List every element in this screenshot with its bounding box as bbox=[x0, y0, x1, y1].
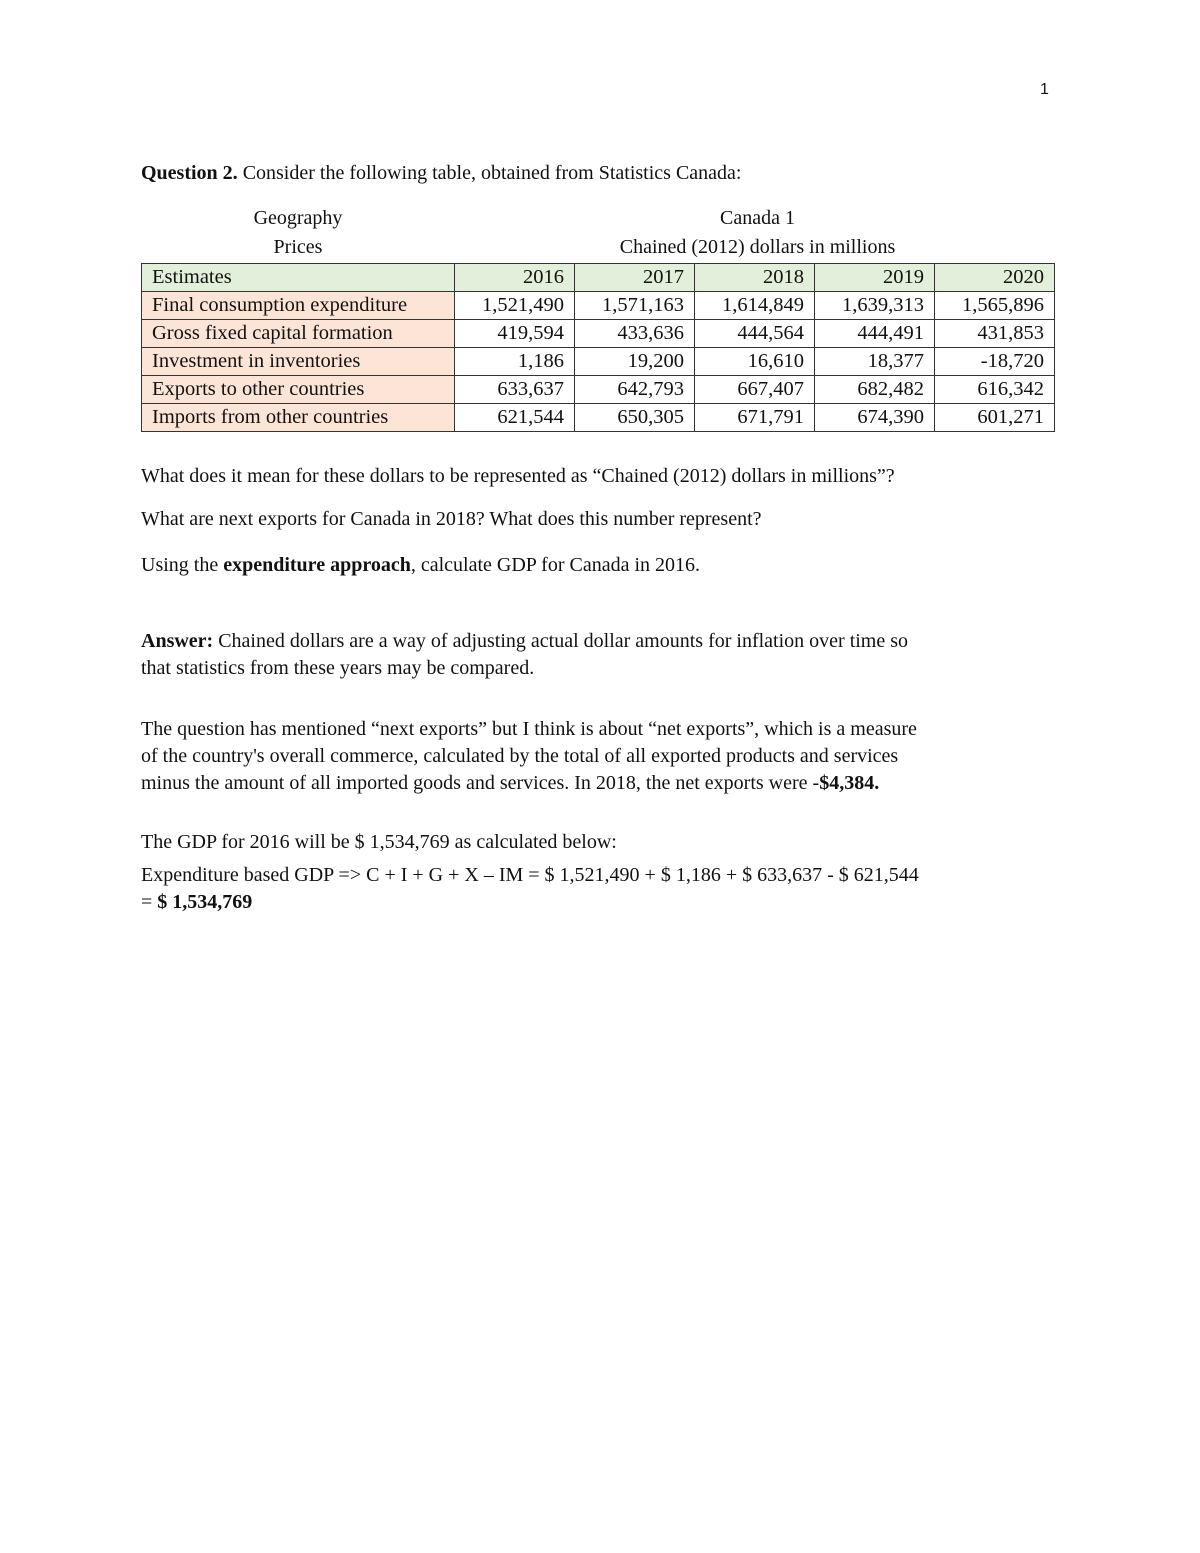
page-number: 1 bbox=[1040, 81, 1049, 98]
table-row: Final consumption expenditure 1,521,490 1,… bbox=[141, 291, 1055, 320]
row-label-cell: Investment in inventories bbox=[141, 347, 455, 376]
row-label-cell: Exports to other countries bbox=[141, 375, 455, 404]
net-exports-value: $4,384. bbox=[819, 772, 880, 794]
row-label-cell: Gross fixed capital formation bbox=[141, 319, 455, 348]
value-cell: -18,720 bbox=[934, 347, 1055, 376]
value-cell: 650,305 bbox=[574, 403, 695, 432]
p3-eq: = bbox=[141, 891, 158, 913]
value-cell: 671,791 bbox=[694, 403, 815, 432]
value-cell: 433,636 bbox=[574, 319, 695, 348]
q3-pre: Using the bbox=[141, 554, 224, 576]
prices-value: Chained (2012) dollars in millions bbox=[619, 236, 896, 258]
question-heading: Question 2. Consider the following table… bbox=[141, 160, 741, 187]
p2-text: minus the amount of all imported goods a… bbox=[141, 772, 820, 794]
question-3: Using the expenditure approach, calculat… bbox=[141, 552, 700, 579]
value-cell: 444,491 bbox=[814, 319, 935, 348]
value-cell: 431,853 bbox=[934, 319, 1055, 348]
value-cell: 1,521,490 bbox=[454, 291, 575, 320]
header-cell: 2018 bbox=[694, 263, 815, 292]
geography-value: Canada 1 bbox=[720, 207, 795, 229]
value-cell: 1,571,163 bbox=[574, 291, 695, 320]
value-cell: 642,793 bbox=[574, 375, 695, 404]
value-cell: 1,186 bbox=[454, 347, 575, 376]
header-cell: 2019 bbox=[814, 263, 935, 292]
answer-p3-line3: = $ 1,534,769 bbox=[141, 889, 252, 916]
table-row: Investment in inventories 1,186 19,200 16,6… bbox=[141, 347, 1055, 376]
header-cell: 2017 bbox=[574, 263, 695, 292]
answer-p2-line2: of the country's overall commerce, calcu… bbox=[141, 745, 899, 767]
answer-text: Chained dollars are a way of adjusting a… bbox=[213, 630, 909, 652]
value-cell: 601,271 bbox=[934, 403, 1055, 432]
question-text: Consider the following table, obtained f… bbox=[237, 162, 742, 184]
value-cell: 18,377 bbox=[814, 347, 935, 376]
estimates-table: Estimates 2016 2017 2018 2019 2020 Final consu… bbox=[141, 263, 1055, 432]
question-1: What does it mean for these dollars to b… bbox=[141, 465, 895, 487]
answer-p1-line2: that statistics from these years may be … bbox=[141, 657, 535, 679]
table-header-row: Estimates 2016 2017 2018 2019 2020 bbox=[141, 263, 1055, 292]
value-cell: 633,637 bbox=[454, 375, 575, 404]
answer-p1-line1: Answer: Chained dollars are a way of adj… bbox=[141, 628, 908, 655]
value-cell: 682,482 bbox=[814, 375, 935, 404]
header-cell: 2020 bbox=[934, 263, 1055, 292]
question-label: Question 2. bbox=[141, 162, 238, 184]
value-cell: 419,594 bbox=[454, 319, 575, 348]
prices-label: Prices bbox=[273, 236, 323, 258]
answer-p3-line2: Expenditure based GDP => C + I + G + X –… bbox=[141, 864, 919, 886]
answer-p2-line1: The question has mentioned “next exports… bbox=[141, 718, 917, 740]
question-2: What are next exports for Canada in 2018… bbox=[141, 508, 762, 530]
answer-label: Answer: bbox=[141, 630, 214, 652]
value-cell: 16,610 bbox=[694, 347, 815, 376]
table-row: Exports to other countries 633,637 642,793… bbox=[141, 375, 1055, 404]
gdp-value: $ 1,534,769 bbox=[157, 891, 253, 913]
row-label-cell: Imports from other countries bbox=[141, 403, 455, 432]
header-cell: 2016 bbox=[454, 263, 575, 292]
q3-bold: expenditure approach bbox=[223, 554, 411, 576]
value-cell: 1,639,313 bbox=[814, 291, 935, 320]
value-cell: 667,407 bbox=[694, 375, 815, 404]
value-cell: 1,614,849 bbox=[694, 291, 815, 320]
value-cell: 19,200 bbox=[574, 347, 695, 376]
geography-label: Geography bbox=[253, 207, 343, 229]
value-cell: 1,565,896 bbox=[934, 291, 1055, 320]
table-row: Imports from other countries 621,544 650,3… bbox=[141, 403, 1055, 432]
value-cell: 621,544 bbox=[454, 403, 575, 432]
answer-p2-line3: minus the amount of all imported goods a… bbox=[141, 770, 879, 797]
table-row: Gross fixed capital formation 419,594 433,… bbox=[141, 319, 1055, 348]
header-cell: Estimates bbox=[141, 263, 455, 292]
value-cell: 616,342 bbox=[934, 375, 1055, 404]
row-label-cell: Final consumption expenditure bbox=[141, 291, 455, 320]
q3-post: , calculate GDP for Canada in 2016. bbox=[410, 554, 701, 576]
value-cell: 444,564 bbox=[694, 319, 815, 348]
answer-p3-line1: The GDP for 2016 will be $ 1,534,769 as … bbox=[141, 831, 617, 853]
value-cell: 674,390 bbox=[814, 403, 935, 432]
